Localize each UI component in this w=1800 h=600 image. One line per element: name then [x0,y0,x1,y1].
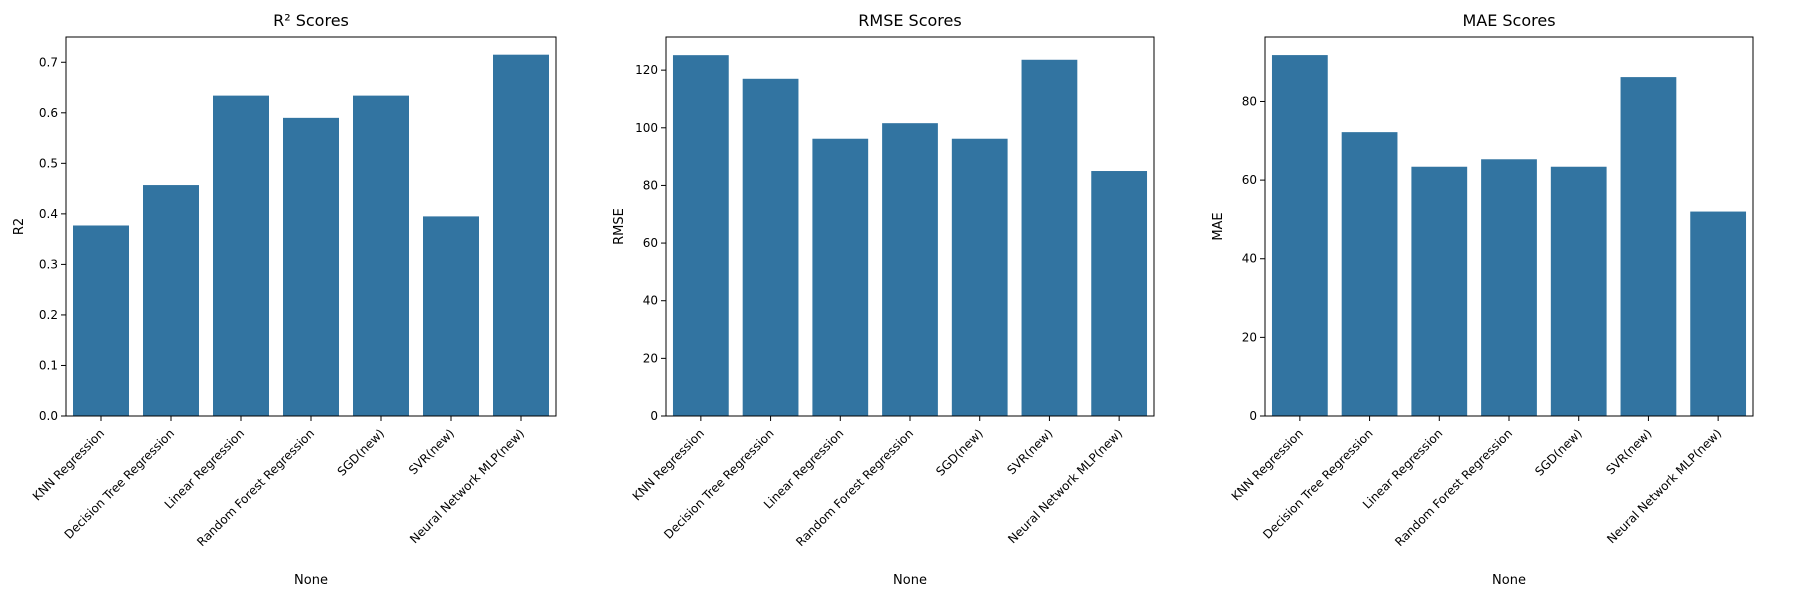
y-tick-label: 80 [643,178,658,192]
x-tick-label: KNN Regression [1229,426,1306,503]
y-tick-label: 40 [1242,252,1257,266]
y-tick-label: 0.1 [39,358,58,372]
y-tick-label: 0.0 [39,409,58,423]
bar [1411,166,1468,416]
bar [1690,211,1747,416]
bar [951,138,1008,416]
y-tick-label: 20 [643,351,658,365]
y-tick-label: 0 [650,409,658,423]
y-tick-label: 60 [643,236,658,250]
y-tick-label: 0 [1249,409,1257,423]
y-tick-label: 0.7 [39,55,58,69]
bar [1550,166,1607,416]
y-tick-label: 20 [1242,330,1257,344]
bar [1021,59,1078,416]
bar [742,78,799,416]
x-tick-label: SGD(new) [1532,426,1585,479]
chart-title: R² Scores [273,11,349,30]
x-tick-label: Neural Network MLP(new) [1604,426,1724,546]
bar [1620,77,1677,417]
bar [812,138,869,416]
y-tick-label: 60 [1242,173,1257,187]
y-tick-label: 0.6 [39,106,58,120]
x-tick-label: Neural Network MLP(new) [407,426,527,546]
x-axis-label: None [294,573,328,588]
bar [882,123,938,417]
bar [213,95,269,417]
y-tick-label: 0.3 [39,257,58,271]
x-tick-label: SVR(new) [1004,426,1055,477]
bar [1481,159,1537,416]
bar [423,216,479,416]
x-tick-label: SGD(new) [335,426,388,479]
bar [1271,55,1328,417]
x-axis-label: None [1492,573,1526,588]
x-tick-label: Random Forest Regression [194,426,317,549]
x-tick-label: SVR(new) [406,426,457,477]
y-tick-label: 40 [643,294,658,308]
bar [1091,171,1148,416]
bar [283,117,339,416]
bar [672,55,729,417]
y-axis-label: RMSE [612,208,627,245]
x-tick-label: Random Forest Regression [1392,426,1515,549]
bar [353,95,409,417]
y-tick-label: 120 [635,63,658,77]
y-tick-label: 0.5 [39,156,58,170]
x-tick-label: KNN Regression [630,426,707,503]
x-tick-label: SVR(new) [1603,426,1654,477]
x-tick-label: Random Forest Regression [793,426,916,549]
bar [73,225,129,416]
bar [1341,132,1398,416]
y-axis-label: MAE [1211,212,1226,240]
y-tick-label: 100 [635,121,658,135]
chart-title: RMSE Scores [858,11,961,30]
chart-title: MAE Scores [1462,11,1555,30]
y-tick-label: 80 [1242,94,1257,108]
x-tick-label: Neural Network MLP(new) [1005,426,1125,546]
y-tick-label: 0.2 [39,308,58,322]
bar [143,185,199,416]
bar [493,54,549,416]
x-tick-label: KNN Regression [30,426,107,503]
x-tick-label: SGD(new) [933,426,986,479]
y-tick-label: 0.4 [39,207,58,221]
x-axis-label: None [893,573,927,588]
y-axis-label: R2 [12,218,27,235]
